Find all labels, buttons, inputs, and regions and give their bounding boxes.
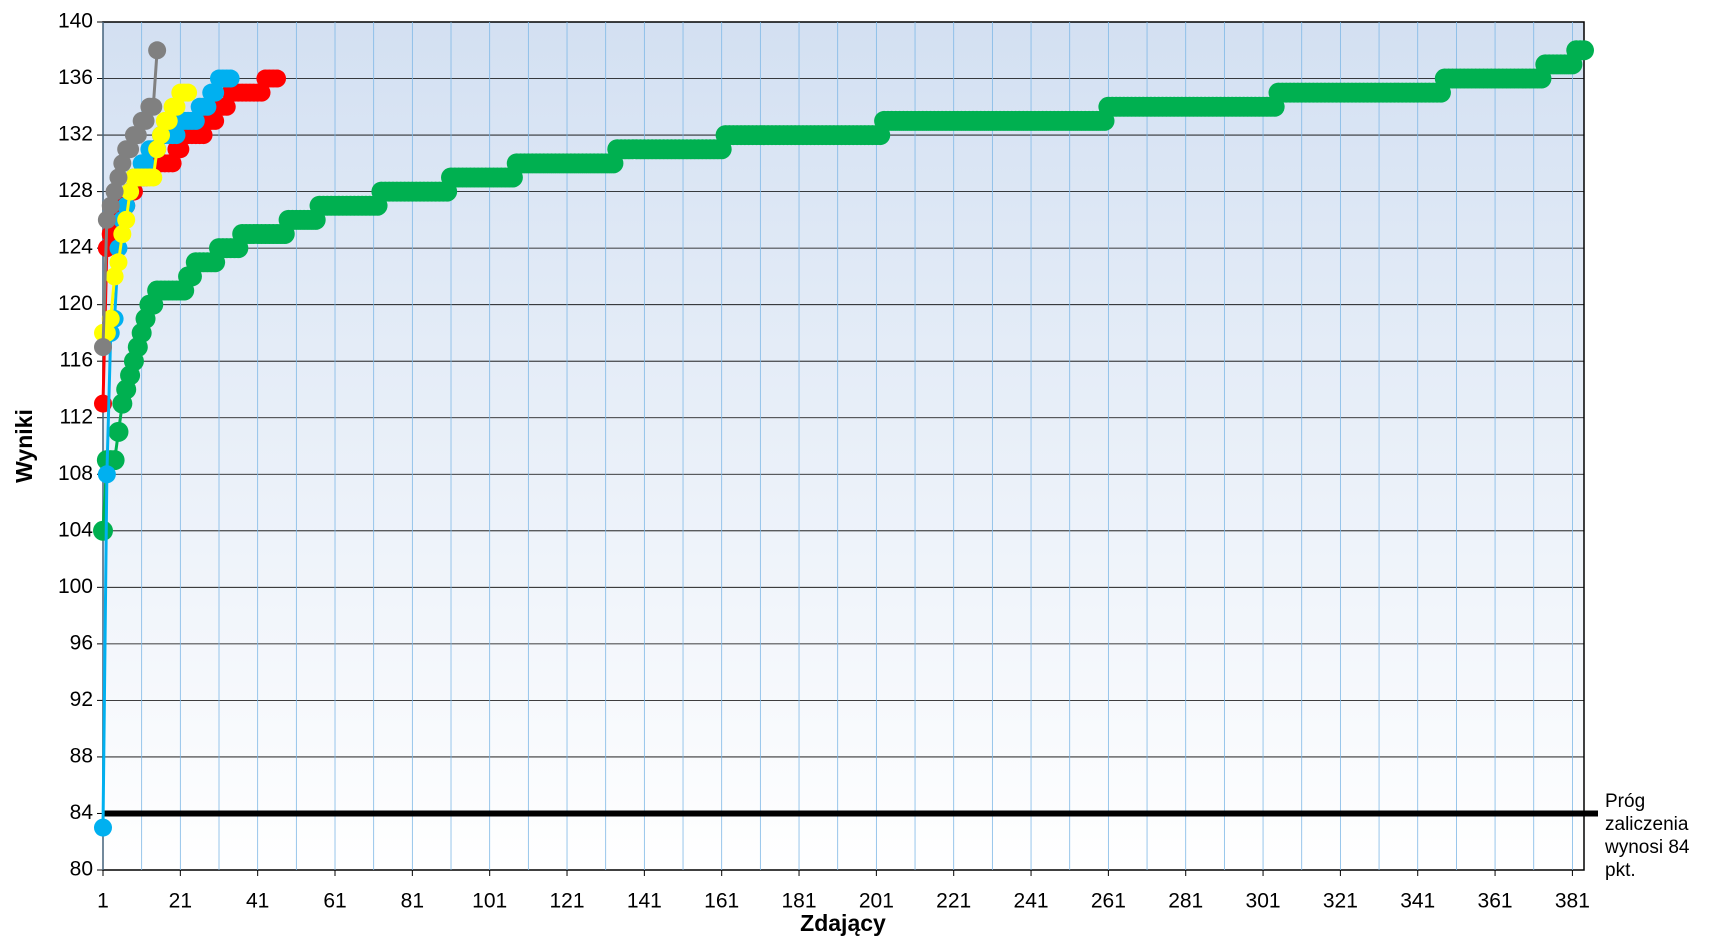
data-point xyxy=(206,111,225,130)
grid: 8084889296100104108112116120124128132136… xyxy=(58,10,1590,913)
x-tick-label: 321 xyxy=(1323,890,1358,913)
y-tick-label: 132 xyxy=(58,123,93,146)
data-point xyxy=(148,41,167,60)
data-point xyxy=(136,154,155,173)
data-point xyxy=(105,267,124,286)
data-point xyxy=(113,225,132,243)
data-point xyxy=(121,140,140,159)
data-point xyxy=(144,97,163,116)
data-point xyxy=(1574,40,1594,61)
data-point xyxy=(97,465,116,484)
data-point xyxy=(121,182,140,201)
x-tick-label: 161 xyxy=(704,890,739,913)
y-tick-label: 112 xyxy=(60,405,93,428)
y-tick-label: 140 xyxy=(58,10,93,33)
y-tick-label: 124 xyxy=(58,236,93,259)
data-point xyxy=(109,253,128,272)
y-tick-label: 104 xyxy=(58,518,93,541)
x-tick-label: 101 xyxy=(472,890,507,913)
y-tick-label: 88 xyxy=(70,744,93,767)
data-point xyxy=(198,97,217,116)
data-point xyxy=(268,69,287,88)
data-point xyxy=(167,97,186,116)
y-tick-label: 96 xyxy=(70,631,93,654)
data-point xyxy=(101,196,120,215)
data-point xyxy=(101,309,120,328)
data-point xyxy=(148,140,167,159)
x-tick-label: 121 xyxy=(549,890,584,913)
y-tick-label: 92 xyxy=(70,688,93,711)
x-tick-label: 341 xyxy=(1400,890,1435,913)
data-point xyxy=(93,520,113,541)
data-point xyxy=(194,126,213,145)
y-axis-title: Wyniki xyxy=(11,409,37,483)
x-tick-label: 301 xyxy=(1246,890,1281,913)
data-point xyxy=(94,338,112,357)
data-point xyxy=(128,126,147,145)
x-tick-label: 241 xyxy=(1014,890,1049,913)
data-point xyxy=(105,182,124,201)
x-tick-label: 1 xyxy=(97,890,109,913)
data-point xyxy=(136,111,155,130)
y-tick-label: 136 xyxy=(58,66,93,89)
x-tick-label: 261 xyxy=(1091,890,1126,913)
data-point xyxy=(159,111,178,130)
data-point xyxy=(152,126,171,145)
x-tick-label: 141 xyxy=(627,890,662,913)
y-tick-label: 108 xyxy=(58,462,93,485)
threshold-label: Próg zaliczenia wynosi 84 pkt. xyxy=(1605,791,1690,881)
data-point xyxy=(113,154,132,173)
data-point xyxy=(206,83,225,102)
data-point xyxy=(108,421,129,442)
x-tick-label: 181 xyxy=(782,890,817,913)
data-point xyxy=(109,168,128,187)
y-tick-label: 120 xyxy=(58,292,93,315)
data-point xyxy=(217,97,236,116)
x-tick-label: 21 xyxy=(169,890,192,913)
y-tick-label: 128 xyxy=(58,179,93,202)
data-point xyxy=(252,83,271,102)
y-tick-label: 116 xyxy=(60,349,93,372)
data-point xyxy=(94,818,112,837)
data-point xyxy=(117,196,136,215)
x-tick-label: 201 xyxy=(859,890,894,913)
data-point xyxy=(221,69,240,88)
x-tick-label: 361 xyxy=(1478,890,1513,913)
y-tick-label: 84 xyxy=(70,801,94,824)
data-point xyxy=(171,140,190,159)
y-tick-label: 100 xyxy=(58,575,93,598)
x-axis-title: Zdający xyxy=(800,910,886,936)
x-tick-label: 281 xyxy=(1168,890,1203,913)
data-point xyxy=(97,210,116,229)
x-tick-label: 81 xyxy=(401,890,424,913)
x-tick-label: 61 xyxy=(323,890,346,913)
data-point xyxy=(163,154,182,173)
series xyxy=(93,40,1598,837)
data-point xyxy=(104,450,125,471)
data-point xyxy=(167,126,186,145)
data-point xyxy=(144,168,163,187)
data-point xyxy=(117,210,136,229)
data-point xyxy=(109,239,128,258)
y-tick-label: 80 xyxy=(70,858,93,881)
x-tick-label: 381 xyxy=(1555,890,1590,913)
data-point xyxy=(186,111,205,130)
x-tick-label: 221 xyxy=(936,890,971,913)
data-point xyxy=(179,83,198,102)
plot-area xyxy=(102,21,1585,871)
x-tick-label: 41 xyxy=(246,890,269,913)
